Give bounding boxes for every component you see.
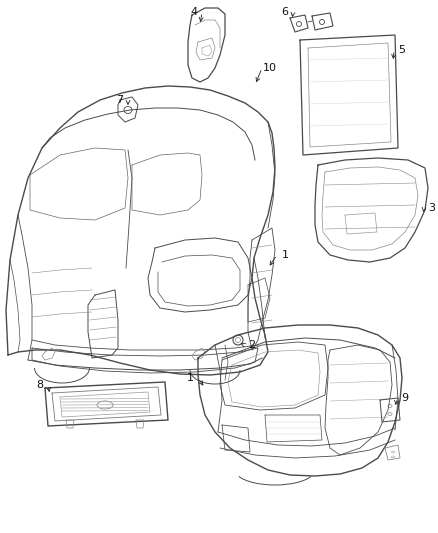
Text: 7: 7 bbox=[117, 95, 124, 105]
Text: 10: 10 bbox=[263, 63, 277, 73]
Text: 5: 5 bbox=[399, 45, 406, 55]
Text: 2: 2 bbox=[248, 340, 255, 350]
Text: 3: 3 bbox=[428, 203, 435, 213]
Text: 9: 9 bbox=[402, 393, 409, 403]
Text: 1: 1 bbox=[282, 250, 289, 260]
Text: 6: 6 bbox=[282, 7, 289, 17]
Text: 8: 8 bbox=[36, 380, 43, 390]
Text: 1: 1 bbox=[187, 373, 194, 383]
Text: 4: 4 bbox=[191, 7, 198, 17]
